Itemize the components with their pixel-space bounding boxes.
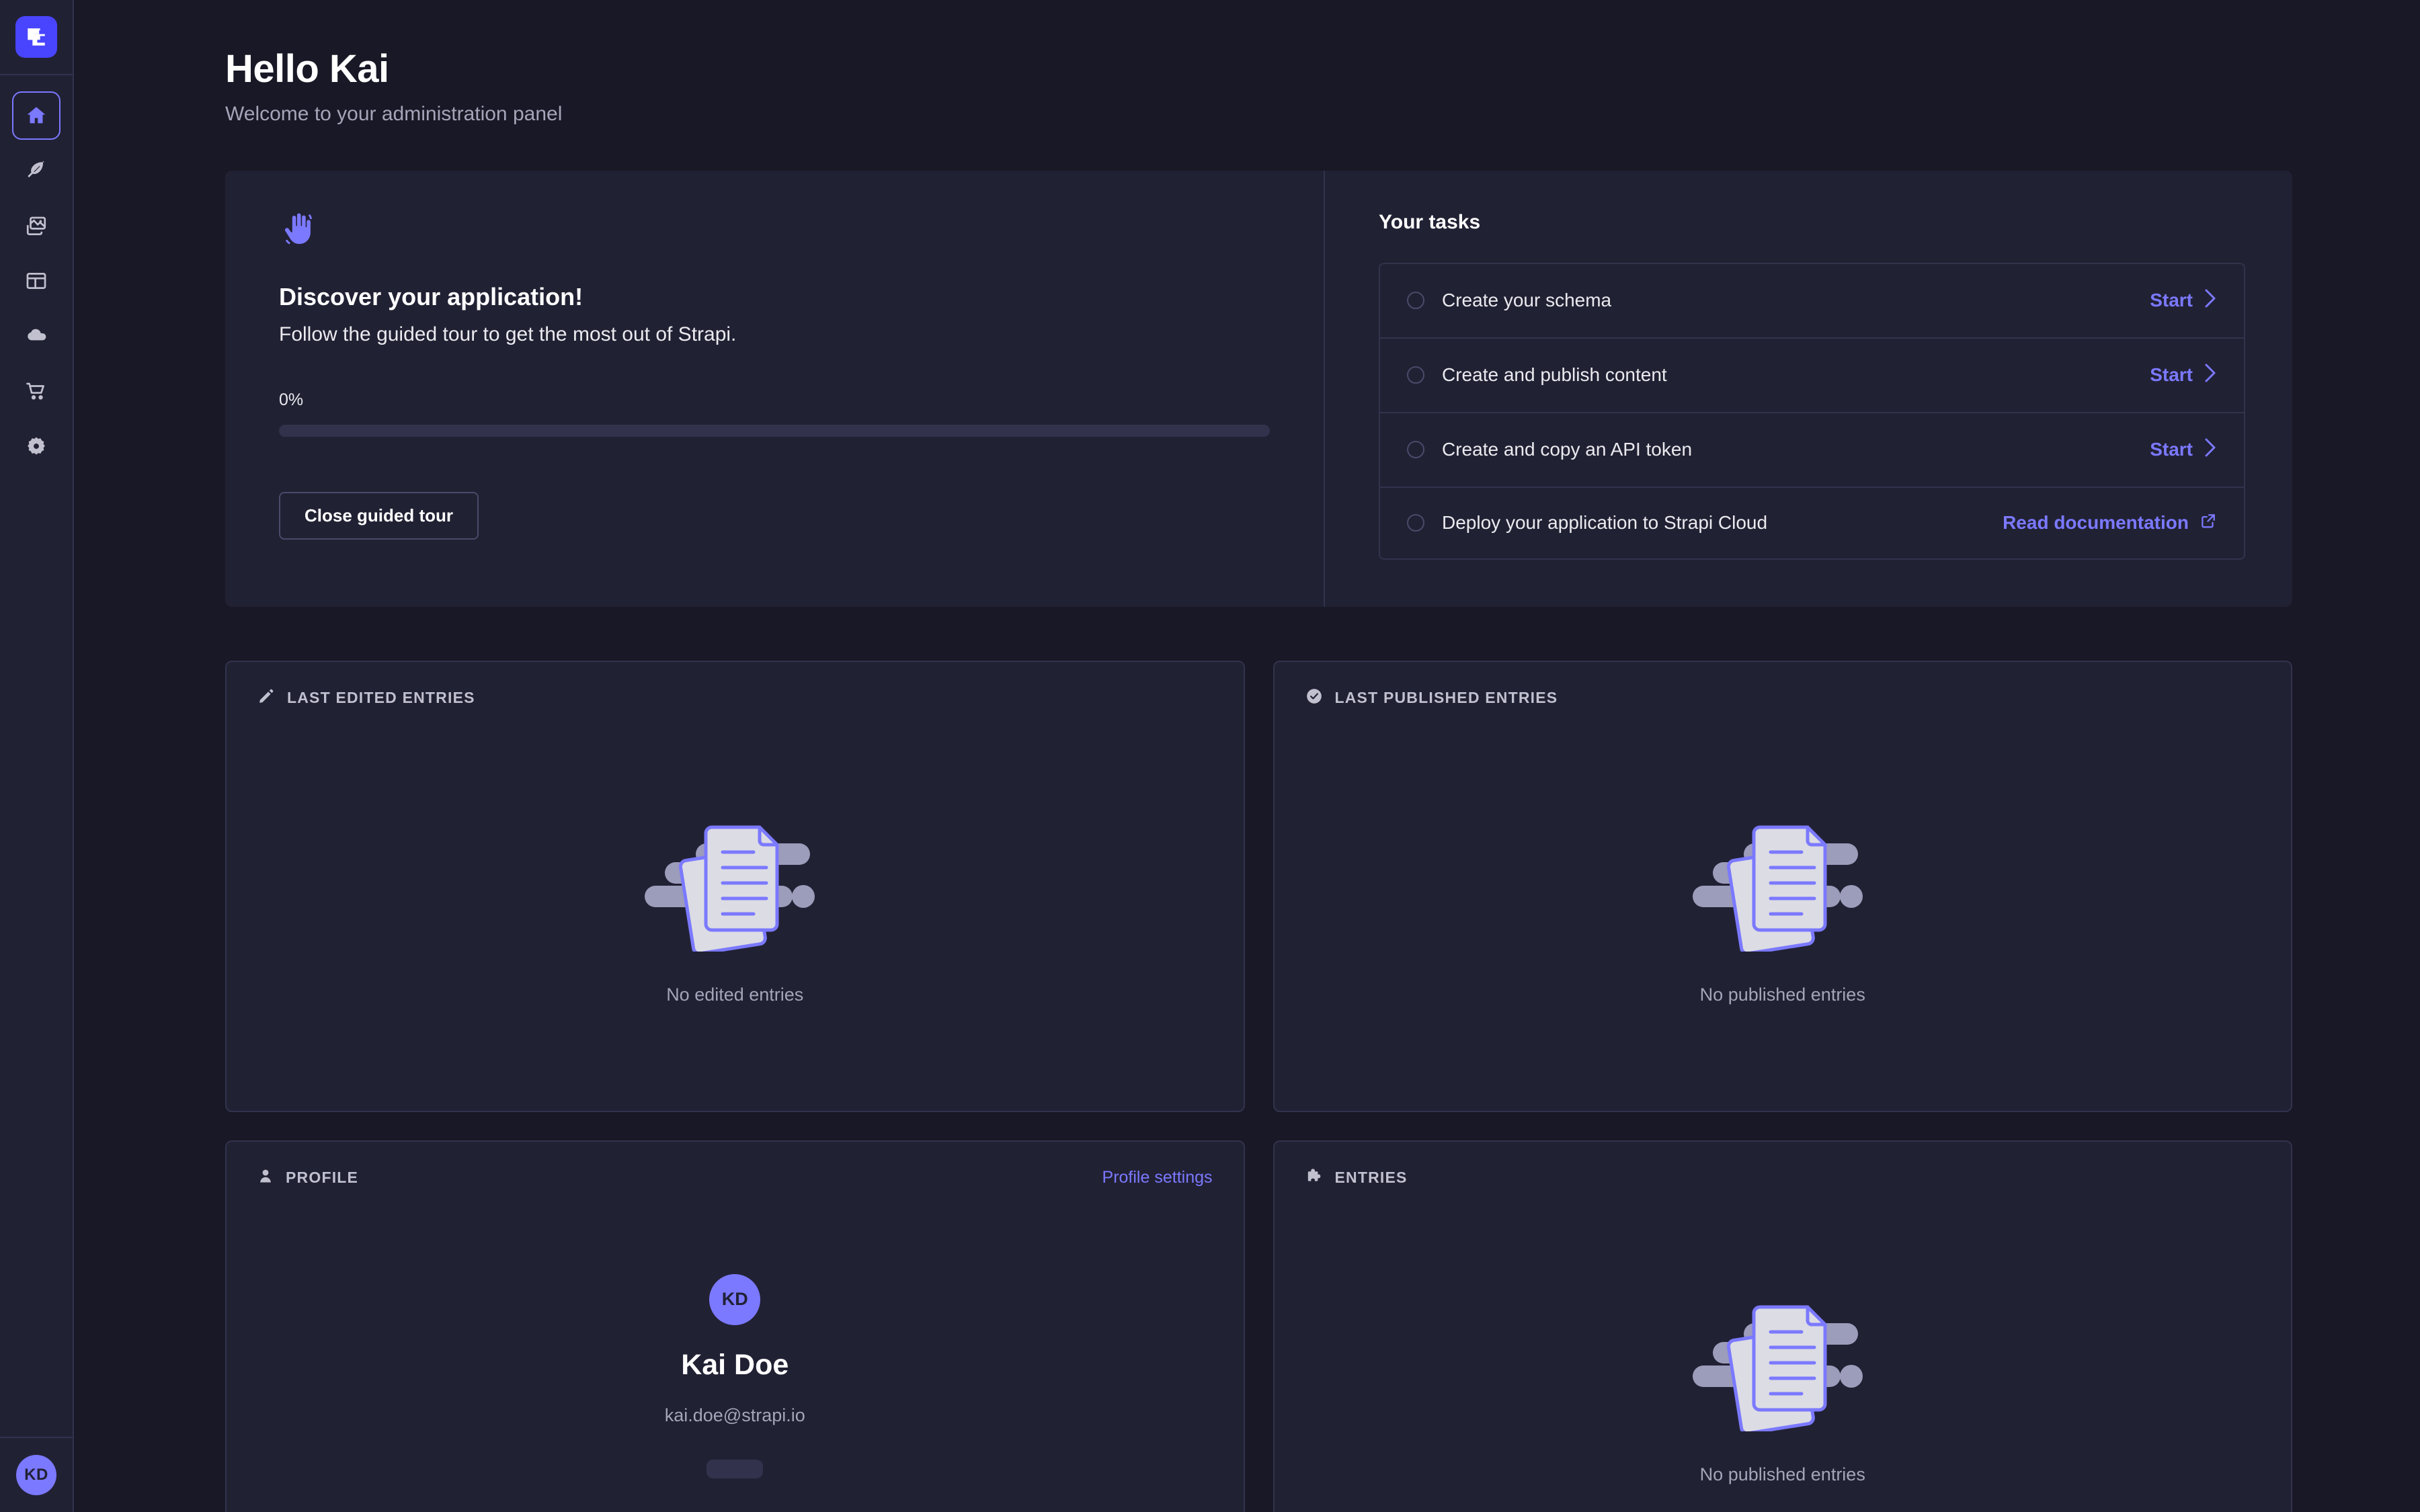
widget-last-published-entries: LAST PUBLISHED ENTRIES <box>1273 660 2292 1112</box>
task-start-link[interactable]: Start <box>2150 437 2217 462</box>
sidebar-item-settings[interactable] <box>12 422 61 470</box>
your-tasks-panel: Your tasks Create your schema Start <box>1325 171 2292 607</box>
close-guided-tour-button[interactable]: Close guided tour <box>279 491 479 540</box>
external-link-icon <box>2200 512 2217 534</box>
widget-last-edited-entries: LAST EDITED ENTRIES <box>225 660 1245 1112</box>
chevron-right-icon <box>2204 363 2217 388</box>
images-icon <box>25 214 48 237</box>
avatar: KD <box>16 1455 56 1495</box>
guided-tour-description: Follow the guided tour to get the most o… <box>279 323 737 345</box>
sidebar-item-content-manager[interactable] <box>12 146 61 195</box>
tasks-list: Create your schema Start Create and <box>1379 262 2245 560</box>
progress-percent-label: 0% <box>279 390 304 409</box>
read-documentation-link[interactable]: Read documentation <box>2003 512 2217 534</box>
circle-icon <box>1407 366 1424 384</box>
task-row[interactable]: Create your schema Start <box>1380 264 2244 339</box>
widget-header-left: LAST EDITED ENTRIES <box>257 687 475 708</box>
circle-icon <box>1407 441 1424 459</box>
progress-bar <box>279 424 1270 437</box>
sidebar-item-cloud[interactable] <box>12 312 61 360</box>
task-row[interactable]: Create and copy an API token Start <box>1380 413 2244 488</box>
your-tasks-title: Your tasks <box>1379 210 1481 233</box>
widget-header: LAST EDITED ENTRIES <box>227 662 1244 708</box>
page-title: Hello Kai <box>225 47 389 91</box>
widget-body: No published entries <box>1275 1188 2292 1512</box>
guided-tour-card: Discover your application! Follow the gu… <box>225 170 2292 607</box>
main-content: Hello Kai Welcome to your administration… <box>74 0 2420 1512</box>
widget-entries: ENTRIES <box>1273 1140 2292 1512</box>
widget-body: No edited entries <box>227 708 1244 1111</box>
sidebar-logo[interactable] <box>0 0 73 75</box>
sidebar-nav <box>0 75 73 470</box>
widget-header: LAST PUBLISHED ENTRIES <box>1275 662 2292 708</box>
task-label: Deploy your application to Strapi Cloud <box>1442 512 1768 534</box>
cart-icon <box>25 380 48 403</box>
task-label: Create your schema <box>1442 290 1612 311</box>
documents-empty-illustration <box>645 813 825 956</box>
widget-title: ENTRIES <box>1334 1168 1408 1186</box>
profile-name: Kai Doe <box>681 1348 789 1381</box>
documents-empty-illustration <box>1692 813 1873 956</box>
sidebar-item-home[interactable] <box>12 91 61 140</box>
guided-tour-panel: Discover your application! Follow the gu… <box>225 170 1325 607</box>
widget-body: No published entries <box>1275 708 2292 1111</box>
avatar: KD <box>709 1273 761 1325</box>
sidebar-item-marketplace[interactable] <box>12 367 61 415</box>
task-row[interactable]: Deploy your application to Strapi Cloud … <box>1380 488 2244 558</box>
widget-profile: PROFILE Profile settings KD Kai Doe kai.… <box>225 1140 1245 1512</box>
waving-hand-icon <box>279 211 1270 252</box>
widget-body: KD Kai Doe kai.doe@strapi.io <box>227 1188 1244 1512</box>
sidebar-user-menu[interactable]: KD <box>0 1437 73 1512</box>
page-subtitle: Welcome to your administration panel <box>225 102 563 125</box>
task-action-label: Read documentation <box>2003 512 2189 534</box>
task-label: Create and publish content <box>1442 364 1667 386</box>
puzzle-piece-icon <box>1305 1167 1323 1188</box>
widget-title: PROFILE <box>286 1168 359 1186</box>
user-icon <box>257 1167 274 1188</box>
widget-title: LAST PUBLISHED ENTRIES <box>1334 688 1558 706</box>
circle-icon <box>1407 292 1424 310</box>
empty-state-text: No edited entries <box>666 984 804 1005</box>
task-start-link[interactable]: Start <box>2150 288 2217 313</box>
pencil-icon <box>257 687 275 708</box>
feather-icon <box>25 159 48 182</box>
circle-icon <box>1407 514 1424 532</box>
widget-header-left: LAST PUBLISHED ENTRIES <box>1305 687 1558 708</box>
profile-settings-link[interactable]: Profile settings <box>1102 1167 1213 1187</box>
widget-title: LAST EDITED ENTRIES <box>287 688 475 706</box>
sidebar: KD <box>0 0 74 1512</box>
widget-header: ENTRIES <box>1275 1142 2292 1188</box>
profile-email: kai.doe@strapi.io <box>664 1404 805 1425</box>
sidebar-item-content-type-builder[interactable] <box>12 257 61 305</box>
widget-header: PROFILE Profile settings <box>227 1142 1244 1188</box>
gear-icon <box>25 435 48 458</box>
profile-role-badge <box>707 1459 764 1478</box>
documents-empty-illustration <box>1692 1293 1873 1435</box>
task-action-label: Start <box>2150 439 2193 460</box>
empty-state-text: No published entries <box>1699 1464 1865 1485</box>
guided-tour-heading: Discover your application! <box>279 282 583 310</box>
check-circle-icon <box>1305 687 1323 708</box>
chevron-right-icon <box>2204 288 2217 313</box>
task-row-left: Deploy your application to Strapi Cloud <box>1407 512 1767 534</box>
sidebar-item-media-library[interactable] <box>12 202 61 250</box>
task-row-left: Create your schema <box>1407 290 1611 311</box>
layout-icon <box>25 269 48 292</box>
empty-state-text: No published entries <box>1699 984 1865 1005</box>
widgets-grid: LAST EDITED ENTRIES <box>225 660 2292 1512</box>
task-label: Create and copy an API token <box>1442 439 1693 460</box>
chevron-right-icon <box>2204 437 2217 462</box>
home-icon <box>25 104 48 127</box>
widget-header-left: ENTRIES <box>1305 1167 1408 1188</box>
task-action-label: Start <box>2150 364 2193 386</box>
task-action-label: Start <box>2150 290 2193 311</box>
cloud-icon <box>25 325 48 347</box>
task-start-link[interactable]: Start <box>2150 363 2217 388</box>
widget-header-left: PROFILE <box>257 1167 358 1188</box>
task-row[interactable]: Create and publish content Start <box>1380 339 2244 413</box>
strapi-logo-icon <box>15 16 57 58</box>
task-row-left: Create and publish content <box>1407 364 1667 386</box>
task-row-left: Create and copy an API token <box>1407 439 1692 460</box>
